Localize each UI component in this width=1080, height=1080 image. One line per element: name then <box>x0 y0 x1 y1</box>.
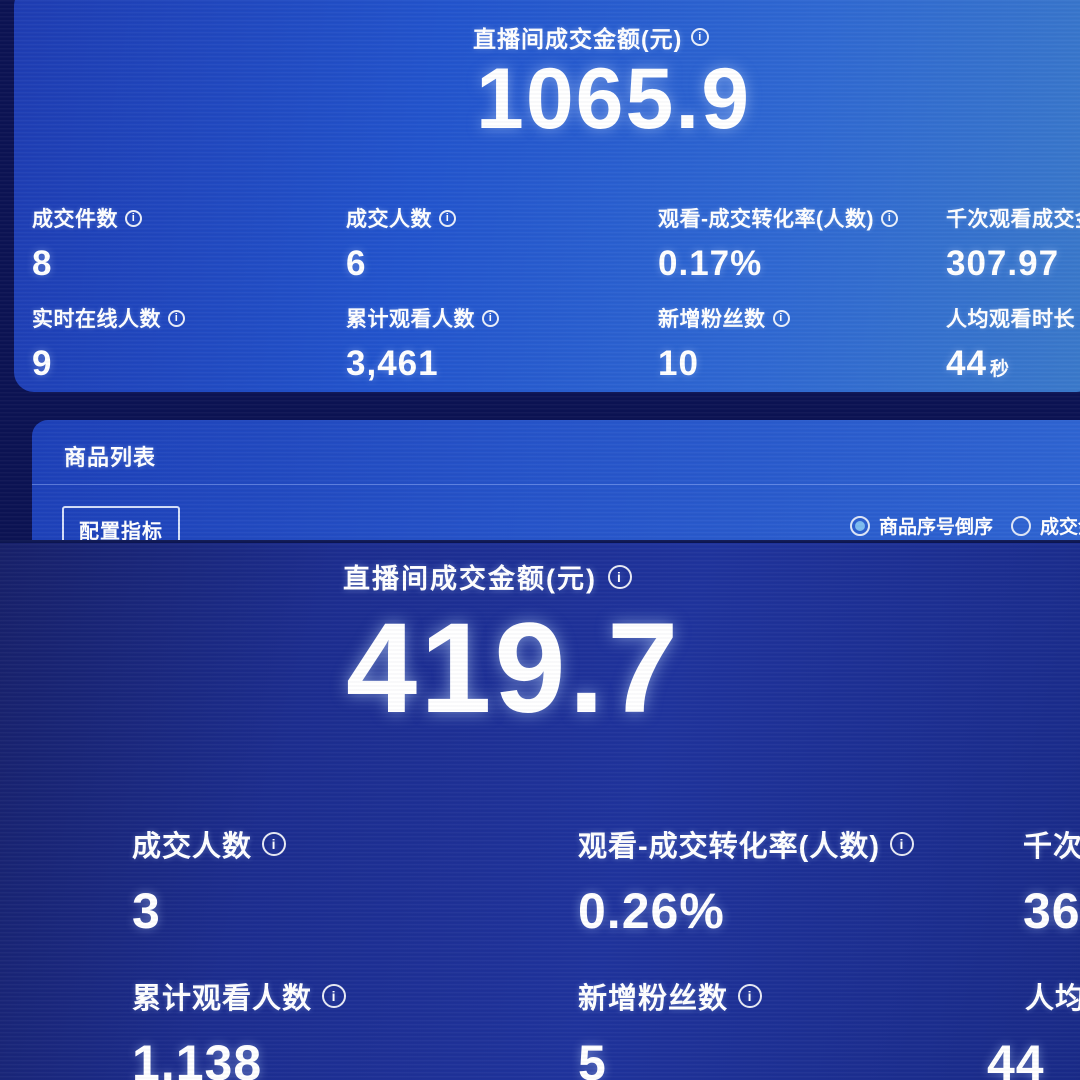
sort-option-label: 商品序号倒序 <box>879 517 994 538</box>
stat-label: 成交人数 <box>346 208 432 231</box>
bottom-live-stats-screen: 直播间成交金额(元) i 419.7 成交人数 i 3 观看-成交转化率(人数)… <box>0 540 1080 1080</box>
stat-label: 成交人数 <box>132 831 253 863</box>
bottom-metric-header: 直播间成交金额(元) i <box>343 557 632 596</box>
stat-value: 307.97 <box>946 244 1060 283</box>
info-icon[interactable]: i <box>607 564 632 589</box>
stat-view-conversion-rate: 观看-成交转化率(人数) i 0.26% <box>578 823 914 940</box>
stat-total-viewers: 累计观看人数 i 3,461 <box>346 303 499 384</box>
info-icon[interactable]: i <box>772 309 790 327</box>
info-icon[interactable]: i <box>262 832 287 856</box>
stat-label: 累计观看人数 <box>132 983 313 1015</box>
stat-value: 8 <box>32 244 53 283</box>
stat-new-followers: 新增粉丝数 i 10 <box>658 303 790 384</box>
stat-label: 千次观看成交金 <box>946 208 1080 231</box>
stat-buyer-count: 成交人数 i 6 <box>346 203 456 284</box>
top-metric-value: 1065.9 <box>476 51 752 147</box>
stat-label: 人均 <box>1025 983 1080 1015</box>
stat-label-row: 成交人数 i <box>132 823 287 865</box>
stat-label-row: 实时在线人数 i <box>32 303 185 333</box>
top-live-stats-card: 直播间成交金额(元) i 1065.9 成交件数 i 8 成交人数 i 6 观看… <box>14 0 1080 392</box>
sort-option-label: 成交金 <box>1040 517 1080 538</box>
info-icon[interactable]: i <box>322 984 347 1008</box>
info-icon[interactable]: i <box>125 209 142 227</box>
stat-label-row: 观看-成交转化率(人数) i <box>578 823 914 865</box>
info-icon[interactable]: i <box>738 984 763 1008</box>
stat-gpm: 千次观看成交金 307.97 <box>946 203 1080 284</box>
info-icon[interactable]: i <box>439 209 456 227</box>
stat-value: 6 <box>346 244 367 283</box>
top-metric-header: 直播间成交金额(元) i <box>473 20 710 54</box>
stat-avg-watch-time: 人均观看时长 i 44秒 <box>946 303 1080 384</box>
radio-unselected-icon[interactable] <box>1011 515 1032 536</box>
stat-online-now: 实时在线人数 i 9 <box>32 303 185 384</box>
stat-avg-watch-time: 人均 44 <box>987 975 1080 1080</box>
sort-option-product-index-desc[interactable]: 商品序号倒序 <box>850 512 993 539</box>
sort-options-group: 商品序号倒序 成交金 <box>850 512 1080 539</box>
stat-value: 44 秒 <box>946 344 1010 383</box>
stat-label-row: 人均观看时长 i <box>946 303 1080 333</box>
stat-value-unit: 秒 <box>989 359 1010 380</box>
stat-value: 9 <box>32 344 53 383</box>
stat-new-followers: 新增粉丝数 i 5 <box>578 975 763 1080</box>
configure-metrics-button[interactable]: 配置指标 <box>62 506 180 540</box>
stat-value: 0.26% <box>578 883 725 939</box>
stat-label: 观看-成交转化率(人数) <box>578 831 880 863</box>
info-icon[interactable]: i <box>880 209 898 227</box>
stat-value: 1,138 <box>132 1035 263 1080</box>
stat-label: 成交件数 <box>32 208 118 231</box>
sort-option-transaction-amount[interactable]: 成交金 <box>1011 512 1080 539</box>
info-icon[interactable]: i <box>168 309 185 327</box>
stat-label-row: 新增粉丝数 i <box>578 975 763 1017</box>
stat-value: 3 <box>132 883 161 939</box>
bottom-metric-title: 直播间成交金额(元) <box>343 564 597 594</box>
stat-label: 实时在线人数 <box>32 308 161 331</box>
stat-value: 36 <box>1023 883 1080 939</box>
stat-label-row: 千次观看成交金 <box>946 203 1080 233</box>
stat-label-row: 新增粉丝数 i <box>658 303 790 333</box>
divider <box>32 484 1080 485</box>
stat-label-row: 人均 <box>1025 975 1080 1017</box>
product-list-title: 商品列表 <box>64 445 157 470</box>
stat-label-row: 观看-成交转化率(人数) i <box>658 203 898 233</box>
stat-label-row: 成交人数 i <box>346 203 456 233</box>
stat-label: 观看-成交转化率(人数) <box>658 208 874 231</box>
product-list-card: 商品列表 配置指标 商品序号倒序 成交金 <box>32 420 1080 540</box>
top-metric-title: 直播间成交金额(元) <box>473 26 683 52</box>
stat-value: 3,461 <box>346 344 439 383</box>
stat-label: 人均观看时长 <box>946 308 1075 331</box>
stat-view-conversion-rate: 观看-成交转化率(人数) i 0.17% <box>658 203 898 284</box>
stat-label: 新增粉丝数 <box>658 308 766 331</box>
stat-label: 千次 <box>1023 831 1080 863</box>
stat-label: 新增粉丝数 <box>578 983 729 1015</box>
stat-buyer-count: 成交人数 i 3 <box>132 823 287 940</box>
radio-selected-icon[interactable] <box>850 515 870 536</box>
info-icon[interactable]: i <box>691 28 710 46</box>
stat-label-row: 千次 <box>1023 823 1080 865</box>
bottom-metric-value: 419.7 <box>346 597 682 740</box>
stat-value: 0.17% <box>658 244 763 283</box>
stat-total-viewers: 累计观看人数 i 1,138 <box>132 975 347 1080</box>
stat-order-count: 成交件数 i 8 <box>32 203 142 284</box>
stat-value: 10 <box>658 344 699 383</box>
stat-gpm: 千次 36 <box>1023 823 1080 940</box>
stat-label-row: 累计观看人数 i <box>132 975 347 1017</box>
stat-label: 累计观看人数 <box>346 308 475 331</box>
stat-value: 5 <box>578 1035 607 1080</box>
stat-label-row: 成交件数 i <box>32 203 142 233</box>
info-icon[interactable]: i <box>482 309 499 327</box>
info-icon[interactable]: i <box>889 832 914 856</box>
stat-value: 44 <box>987 1035 1045 1080</box>
stat-label-row: 累计观看人数 i <box>346 303 499 333</box>
